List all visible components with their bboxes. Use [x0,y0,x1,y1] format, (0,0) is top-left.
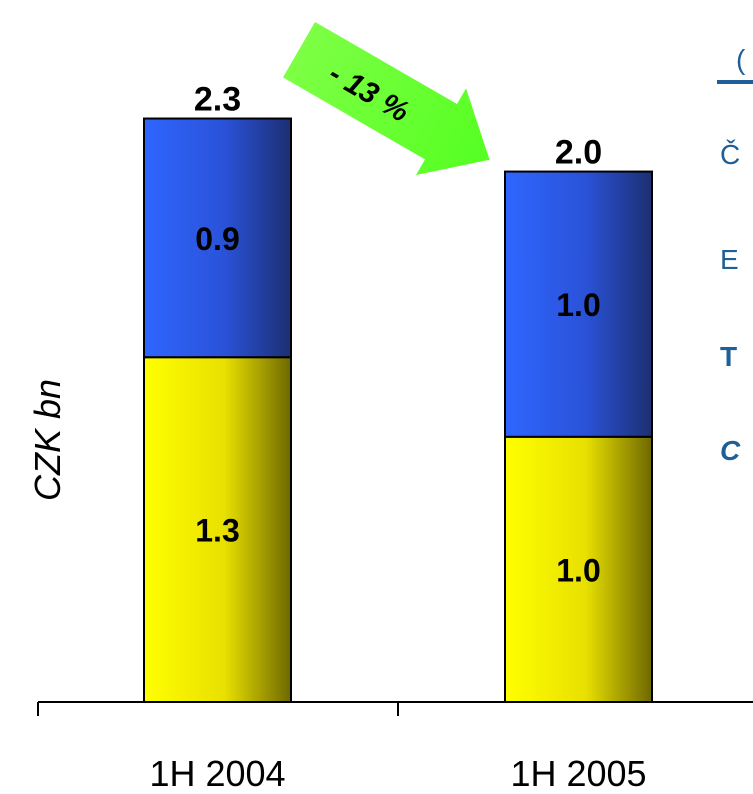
segment-value-label: 1.3 [195,513,239,549]
legend-fragment-2: Č [720,139,740,170]
legend-cutoff-area: ( Č E T C [717,44,753,466]
x-axis: 1H 2004 1H 2005 [37,701,753,794]
legend-fragment-1: ( [736,44,746,75]
bar-segment [143,356,292,703]
legend-fragment-4: T [720,341,737,372]
x-tick-label: 1H 2005 [510,753,646,789]
y-axis-label: CZK bn [27,379,68,501]
segment-value-label: 1.0 [556,552,600,588]
x-tick-label: 1H 2004 [149,753,285,789]
segment-value-label: 0.9 [195,221,239,257]
total-value-label: 2.0 [555,134,602,172]
decrease-arrow-annotation: - 13 % [283,22,490,176]
bar-segment [504,170,653,438]
bar-segment [143,117,292,359]
bars-layer: 1.3 0.9 2.3 1.0 1.0 2.0 [143,81,653,703]
total-value-label: 2.3 [194,81,241,119]
segment-value-label: 1.0 [556,287,600,323]
decrease-arrow-icon [283,22,490,176]
legend-fragment-5: C [720,435,741,466]
legend-fragment-3: E [720,244,739,275]
